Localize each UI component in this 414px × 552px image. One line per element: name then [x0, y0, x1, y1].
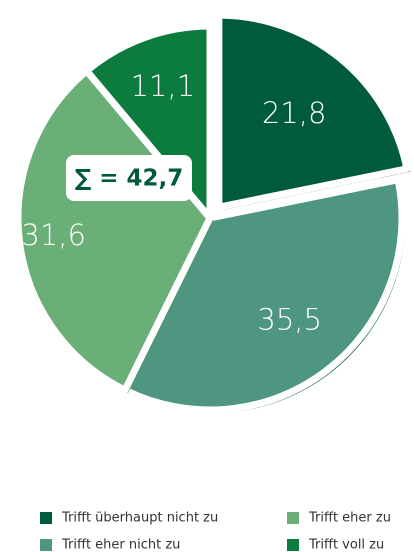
slice: [215, 11, 411, 211]
value-label: 11,1: [130, 69, 195, 103]
legend-swatch: [287, 512, 299, 524]
annotation-box: ∑ = 42,7: [66, 155, 192, 201]
slice: [14, 67, 214, 394]
legend-swatch: [287, 539, 299, 551]
value-label: 35,5: [257, 302, 322, 336]
legend-label: Trifft eher nicht zu: [61, 538, 180, 552]
legend-label: Trifft voll zu: [308, 538, 384, 552]
legend-swatch: [40, 512, 52, 524]
annotation: ∑ = 42,7: [75, 166, 184, 192]
pie: 21,8 35,5 31,6 11,1: [14, 11, 411, 414]
value-label: 21,8: [262, 96, 327, 130]
value-label: 31,6: [21, 218, 86, 252]
legend-swatch: [40, 539, 52, 551]
legend-label: Trifft eher zu: [308, 511, 391, 526]
annotation-background: [66, 155, 192, 201]
slice: [121, 176, 406, 414]
legend-label: Trifft überhaupt nicht zu: [61, 511, 218, 526]
